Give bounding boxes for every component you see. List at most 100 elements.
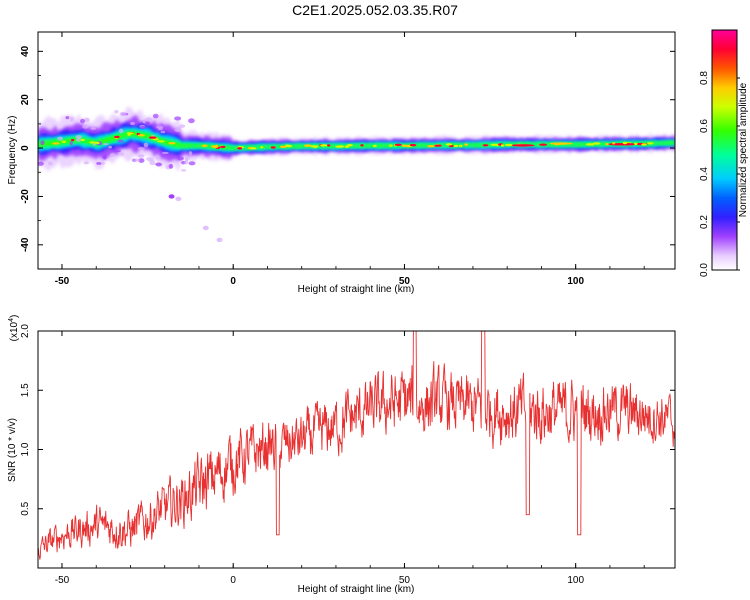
snr-exponent-label: (x104)	[8, 315, 20, 342]
x-tick-label: -50	[55, 575, 70, 586]
spectrogram-hotspot	[592, 142, 601, 145]
spectrogram-hotspot	[260, 145, 264, 149]
spectrogram-speckle	[114, 109, 119, 114]
snr-series-line	[38, 331, 675, 560]
spectrogram-speckle	[161, 151, 169, 155]
x-tick-label: 0	[230, 575, 236, 586]
spectrogram-frame	[37, 31, 676, 270]
spectrogram-hotspot	[285, 144, 291, 147]
spectrogram-isolated-feature	[175, 196, 182, 202]
spectrogram-speckle	[102, 154, 107, 160]
spectrogram-hotspot	[250, 147, 257, 150]
spectrogram-x-label: Height of straight line (km)	[298, 284, 415, 295]
spectrogram-speckle	[174, 116, 182, 121]
spectrogram-speckle	[156, 125, 164, 129]
y-tick-label: 0.5	[20, 501, 31, 515]
colorbar: 0.0 0.2 0.4 0.6 0.8 Normalized spectral ampl…	[699, 29, 749, 277]
spectrogram-hotspot	[279, 145, 287, 148]
spectrogram-speckle	[184, 160, 189, 165]
spectrogram-hotspot	[94, 141, 100, 145]
spectrogram-hotspot	[52, 142, 60, 145]
x-tick-label: 50	[399, 276, 411, 287]
spectrogram-y-label: Frequency (Hz)	[7, 116, 18, 185]
spectrogram-speckle	[65, 115, 70, 120]
spectrogram-hotspot	[427, 145, 435, 148]
colorbar-label: Normalized spectral amplitude	[738, 82, 749, 217]
spectrogram-hotspot	[612, 142, 616, 145]
spectrogram-hotspot	[89, 141, 96, 144]
spectrogram-speckle	[188, 151, 193, 156]
spectrogram-speckle	[130, 121, 135, 126]
spectrogram-speckle	[133, 158, 140, 162]
x-tick-label: 100	[567, 575, 584, 586]
spectrogram-hotspot	[157, 140, 165, 143]
spectrogram-speckle	[90, 127, 96, 131]
spectrogram-speckle	[152, 113, 159, 119]
spectrogram-hotspot	[388, 144, 393, 147]
spectrogram-speckle	[119, 152, 125, 156]
x-tick-label: -50	[55, 276, 70, 287]
spectrogram-hotspot	[212, 145, 219, 149]
spectrogram-hotspot	[360, 144, 364, 147]
spectrogram-hotspot	[539, 143, 548, 146]
spectrogram-hotspot	[168, 142, 176, 145]
spectrogram-hotspot	[126, 132, 134, 135]
spectrogram-hotspot	[647, 142, 654, 145]
spectrogram-panel: -50 0 50 100 40 20 0 -20 -40 Height of straight…	[7, 31, 676, 295]
spectrogram-speckle	[118, 128, 124, 134]
spectrogram-speckle	[140, 125, 147, 129]
spectrogram-speckle	[138, 158, 145, 163]
spectrogram-hotspot	[220, 145, 226, 149]
svg-text:(x104): (x104)	[8, 315, 20, 342]
spectrogram-hotspot	[61, 140, 66, 144]
spectrogram-hotspot	[80, 138, 85, 142]
colorbar-tick-label: 0.0	[699, 263, 710, 277]
spectrogram-hotspot	[453, 144, 459, 148]
spectrogram-image	[38, 106, 675, 243]
spectrogram-speckle	[178, 124, 186, 128]
spectrogram-speckle	[117, 139, 124, 143]
spectrogram-speckle	[75, 137, 82, 142]
spectrogram-isolated-feature	[168, 194, 175, 199]
spectrogram-hotspot	[482, 144, 489, 147]
spectrogram-speckle	[188, 161, 196, 166]
spectrogram-speckle	[69, 140, 73, 146]
y-tick-label: 1.5	[20, 383, 31, 397]
spectrogram-speckle	[137, 147, 146, 150]
spectrogram-hotspot	[310, 145, 318, 148]
spectrogram-speckle	[96, 162, 102, 165]
snr-y-ticks: 0.5 1.0 1.5 2.0	[20, 324, 675, 516]
spectrogram-isolated-feature	[202, 225, 209, 231]
spectrogram-hotspot	[346, 143, 353, 147]
spectrogram-hotspot	[137, 134, 145, 137]
spectrogram-speckle	[57, 136, 63, 141]
y-tick-label: 40	[20, 45, 31, 57]
x-tick-label: 100	[567, 276, 584, 287]
spectrogram-hotspot	[615, 143, 637, 146]
y-tick-label: 20	[20, 94, 31, 106]
spectrogram-speckle	[47, 161, 53, 166]
spectrogram-hotspot	[114, 135, 120, 139]
spectrogram-speckle	[113, 150, 122, 153]
spectrogram-hotspot	[434, 144, 442, 147]
spectrogram-speckle	[109, 153, 116, 158]
y-tick-label: 0	[20, 145, 31, 151]
x-tick-label: 50	[399, 575, 411, 586]
spectrogram-hotspot	[337, 145, 345, 148]
spectrogram-speckle	[69, 116, 74, 122]
spectrogram-speckle	[156, 155, 160, 158]
spectrogram-x-ticks: -50 0 50 100	[55, 32, 645, 287]
spectrogram-speckle	[145, 121, 150, 125]
spectrogram-speckle	[177, 156, 184, 161]
colorbar-ticks: 0.0 0.2 0.4 0.6 0.8	[699, 71, 740, 277]
spectrogram-hotspot	[622, 141, 628, 145]
spectrogram-speckle	[108, 145, 112, 149]
spectrogram-hotspot	[71, 138, 75, 142]
spectrogram-speckle	[180, 169, 187, 172]
spectrogram-hotspot	[500, 144, 505, 147]
y-tick-label: 1.0	[20, 442, 31, 456]
spectrogram-speckle	[137, 154, 145, 158]
spectrogram-hotspot	[320, 144, 328, 147]
spectrogram-hotspot	[634, 142, 638, 146]
spectrogram-speckle	[82, 124, 89, 129]
